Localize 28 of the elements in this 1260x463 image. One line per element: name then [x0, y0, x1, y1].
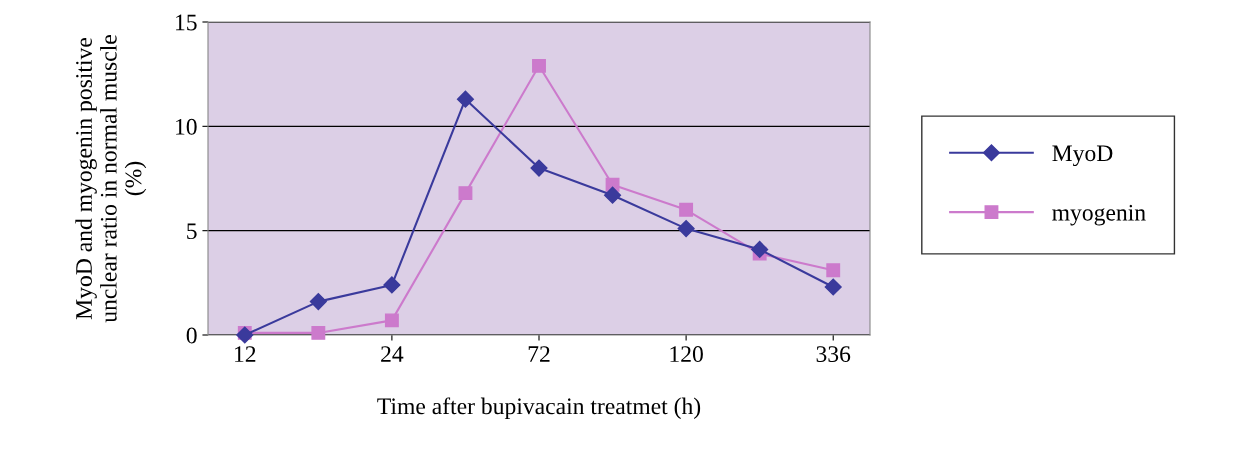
point — [530, 159, 548, 177]
y-tick-label: 0 — [186, 327, 197, 344]
point — [826, 263, 841, 278]
y-tick-label: 15 — [176, 14, 197, 31]
x-tick-label: 336 — [816, 346, 851, 363]
point — [824, 278, 842, 296]
y-axis-title: MyoD and myogenin positive unclear ratio in normal muscle (%) — [75, 35, 147, 323]
y-tick-label: 5 — [187, 223, 197, 240]
point — [458, 186, 473, 201]
x-tick-label: 24 — [381, 346, 404, 362]
point — [384, 313, 399, 328]
point — [311, 325, 326, 340]
x-axis-title: Time after bupivacain treatmet (h) — [377, 397, 701, 420]
point — [604, 186, 622, 204]
legend-label: MyoD — [1052, 145, 1113, 167]
legend-label: myogenin — [1052, 204, 1146, 226]
x-tick-label: 72 — [528, 346, 550, 362]
point — [309, 293, 327, 311]
point — [383, 276, 401, 294]
x-tick-label: 120 — [670, 346, 703, 363]
x-tick-label: 12 — [235, 346, 256, 362]
point — [532, 58, 546, 73]
point — [236, 326, 254, 344]
point — [677, 220, 695, 238]
y-tick-label: 10 — [176, 118, 197, 135]
point — [679, 202, 694, 217]
point — [456, 90, 474, 108]
point — [751, 240, 769, 258]
